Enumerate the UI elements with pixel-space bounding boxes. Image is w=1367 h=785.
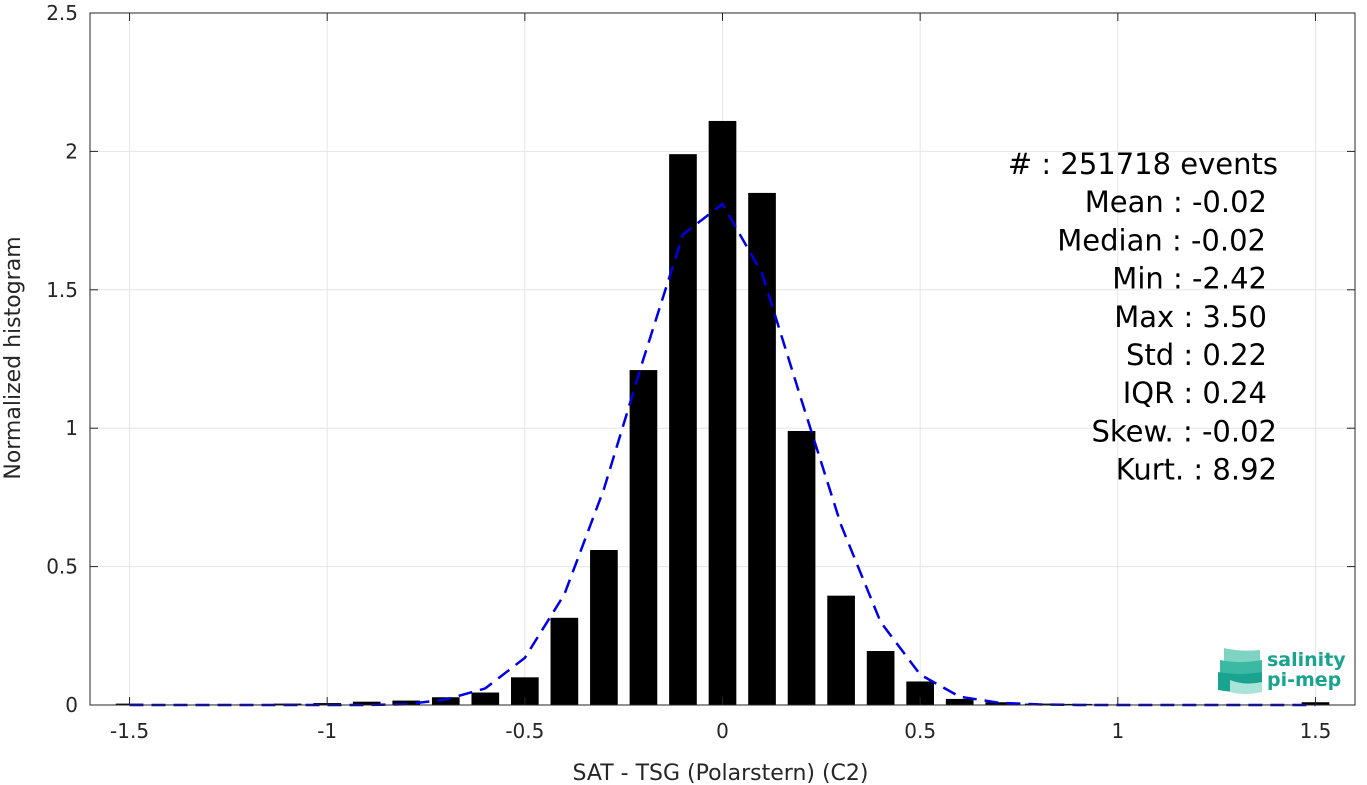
x-tick-label: -1 (317, 719, 337, 743)
stat-line: Max : 3.50 (1114, 300, 1267, 334)
histogram-bar (471, 692, 500, 705)
stat-line: Std : 0.22 (1126, 338, 1267, 372)
stat-line: Skew. : -0.02 (1091, 414, 1277, 448)
x-tick-label: 1 (1111, 719, 1124, 743)
histogram-bar (827, 595, 855, 705)
histogram-bar (906, 681, 934, 705)
histogram-bar (550, 617, 579, 705)
y-tick-label: 2 (65, 139, 78, 163)
histogram-bar (787, 430, 816, 705)
logo-text-salinity: salinity (1267, 649, 1346, 671)
stat-line: Kurt. : 8.92 (1116, 453, 1277, 487)
x-tick-label: -1.5 (110, 719, 149, 743)
statistics-annotations: # : 251718 events Mean : -0.02 Median : -0… (1008, 147, 1278, 487)
stat-line: Mean : -0.02 (1085, 185, 1267, 219)
y-tick-label: 0.5 (46, 555, 78, 579)
y-tick-label: 1.5 (46, 278, 78, 302)
stat-line: Median : -0.02 (1057, 223, 1266, 257)
histogram-bar (945, 698, 974, 705)
y-tick-labels: 0 0.5 1 1.5 2 2.5 (46, 1, 78, 717)
stat-line: Min : -2.42 (1112, 262, 1267, 296)
logo-text-pi-mep: pi-mep (1267, 669, 1341, 691)
histogram-bar (708, 120, 737, 705)
x-tick-label: 1.5 (1300, 719, 1332, 743)
histogram-bar (392, 700, 421, 705)
histogram-bar (748, 192, 776, 706)
x-tick-label: 0 (716, 719, 729, 743)
salinity-pi-mep-logo: salinity pi-mep (1218, 648, 1346, 694)
stat-line: IQR : 0.24 (1123, 376, 1267, 410)
histogram-bar (669, 154, 697, 706)
x-tick-label: -0.5 (505, 719, 544, 743)
histogram-bar (431, 697, 460, 705)
y-axis-title: Normalized histogram (1, 236, 26, 479)
histogram-bar (590, 549, 618, 705)
y-tick-label: 0 (65, 693, 78, 717)
histogram-bar (629, 370, 658, 705)
x-tick-label: 0.5 (904, 719, 936, 743)
axis-ticks (90, 12, 1355, 706)
stat-line: # : 251718 events (1008, 147, 1278, 181)
histogram-bar (985, 702, 1014, 705)
histogram-bar (866, 651, 895, 705)
x-axis-title: SAT - TSG (Polarstern) (C2) (572, 761, 868, 785)
histogram-bar (352, 701, 381, 705)
y-tick-label: 1 (65, 416, 78, 440)
wave-logo-icon (1218, 648, 1262, 694)
x-tick-labels: -1.5 -1 -0.5 0 0.5 1 1.5 (110, 719, 1331, 743)
y-tick-label: 2.5 (46, 1, 78, 25)
